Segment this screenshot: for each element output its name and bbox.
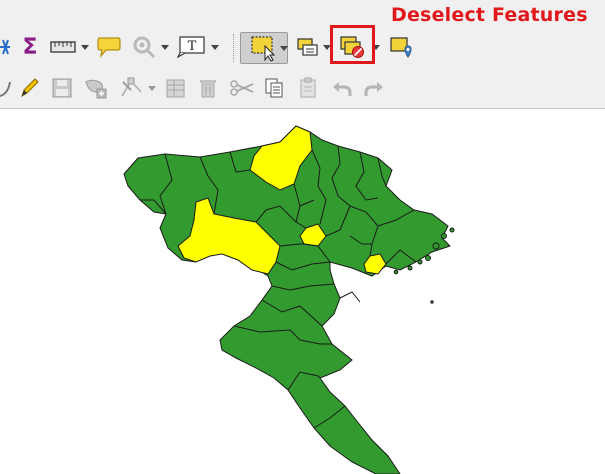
select-rectangle-icon [251, 36, 276, 62]
deselect-icon [340, 36, 364, 58]
toggle-editing-button[interactable] [16, 75, 42, 101]
select-by-value-button[interactable] [296, 36, 320, 58]
paste-features-button[interactable] [296, 76, 320, 100]
modify-attributes-button[interactable] [164, 76, 188, 100]
edit-curve-button[interactable] [0, 76, 12, 100]
redo-button[interactable] [362, 76, 386, 100]
deselect-dropdown-arrow[interactable] [372, 45, 380, 50]
select-location-icon [390, 37, 412, 58]
undo-button[interactable] [330, 76, 354, 100]
text-annotation-dropdown-arrow[interactable] [211, 45, 219, 50]
measure-button[interactable] [49, 37, 77, 57]
map-region-selected-west [177, 197, 281, 275]
select-value-icon [297, 38, 318, 56]
measure-dropdown-arrow[interactable] [81, 45, 89, 50]
table-edit-icon [166, 79, 185, 98]
gear-icon [133, 36, 156, 59]
vertex-tool-dropdown-arrow[interactable] [148, 86, 156, 91]
svg-text:T: T [188, 39, 197, 54]
trash-icon [200, 80, 216, 98]
map-canvas[interactable] [0, 109, 605, 474]
delete-selected-button[interactable] [196, 76, 220, 100]
add-feature-button[interactable] [82, 75, 110, 101]
vertex-tool-button[interactable] [118, 75, 146, 101]
province-boundaries [140, 145, 417, 429]
pan-to-selection-button[interactable] [0, 36, 14, 58]
save-icon [52, 78, 72, 98]
map-region-selected-east [363, 253, 387, 275]
toolbar-separator [233, 34, 236, 62]
select-features-dropdown-arrow[interactable] [280, 46, 288, 51]
attributes-toolbar: Σ T [0, 0, 605, 68]
save-edits-button[interactable] [50, 76, 74, 100]
coastal-islands [393, 227, 455, 304]
digitizing-toolbar [0, 68, 605, 109]
undo-icon [333, 82, 352, 96]
identify-dropdown-arrow[interactable] [161, 45, 169, 50]
copy-features-button[interactable] [262, 76, 286, 100]
sigma-icon: Σ [22, 34, 38, 60]
deselect-features-button[interactable] [338, 33, 368, 61]
statistical-summary-button[interactable]: Σ [18, 34, 42, 60]
vertex-icon [121, 77, 142, 97]
snowflake-icon [0, 39, 10, 55]
deselect-highlight-box [330, 25, 375, 64]
identify-button[interactable] [131, 34, 157, 60]
deselect-features-annotation: Deselect Features [391, 4, 588, 26]
ruler-icon [50, 41, 76, 53]
copy-icon [265, 78, 283, 98]
paste-icon [300, 77, 316, 98]
map-tips-button[interactable] [95, 34, 123, 60]
cut-features-button[interactable] [228, 76, 256, 100]
province-map [123, 125, 455, 474]
curve-icon [0, 81, 11, 97]
text-annotation-button[interactable]: T [177, 35, 207, 59]
text-box-icon: T [177, 36, 205, 59]
pencil-icon [21, 78, 39, 98]
map-region-selected-north [249, 125, 313, 191]
add-feature-icon [85, 79, 107, 99]
scissors-icon [230, 80, 254, 96]
select-by-location-button[interactable] [388, 34, 416, 60]
select-by-value-dropdown-arrow[interactable] [323, 45, 331, 50]
redo-icon [364, 82, 383, 96]
speech-bubble-icon [97, 37, 121, 59]
select-features-button[interactable] [240, 32, 288, 64]
